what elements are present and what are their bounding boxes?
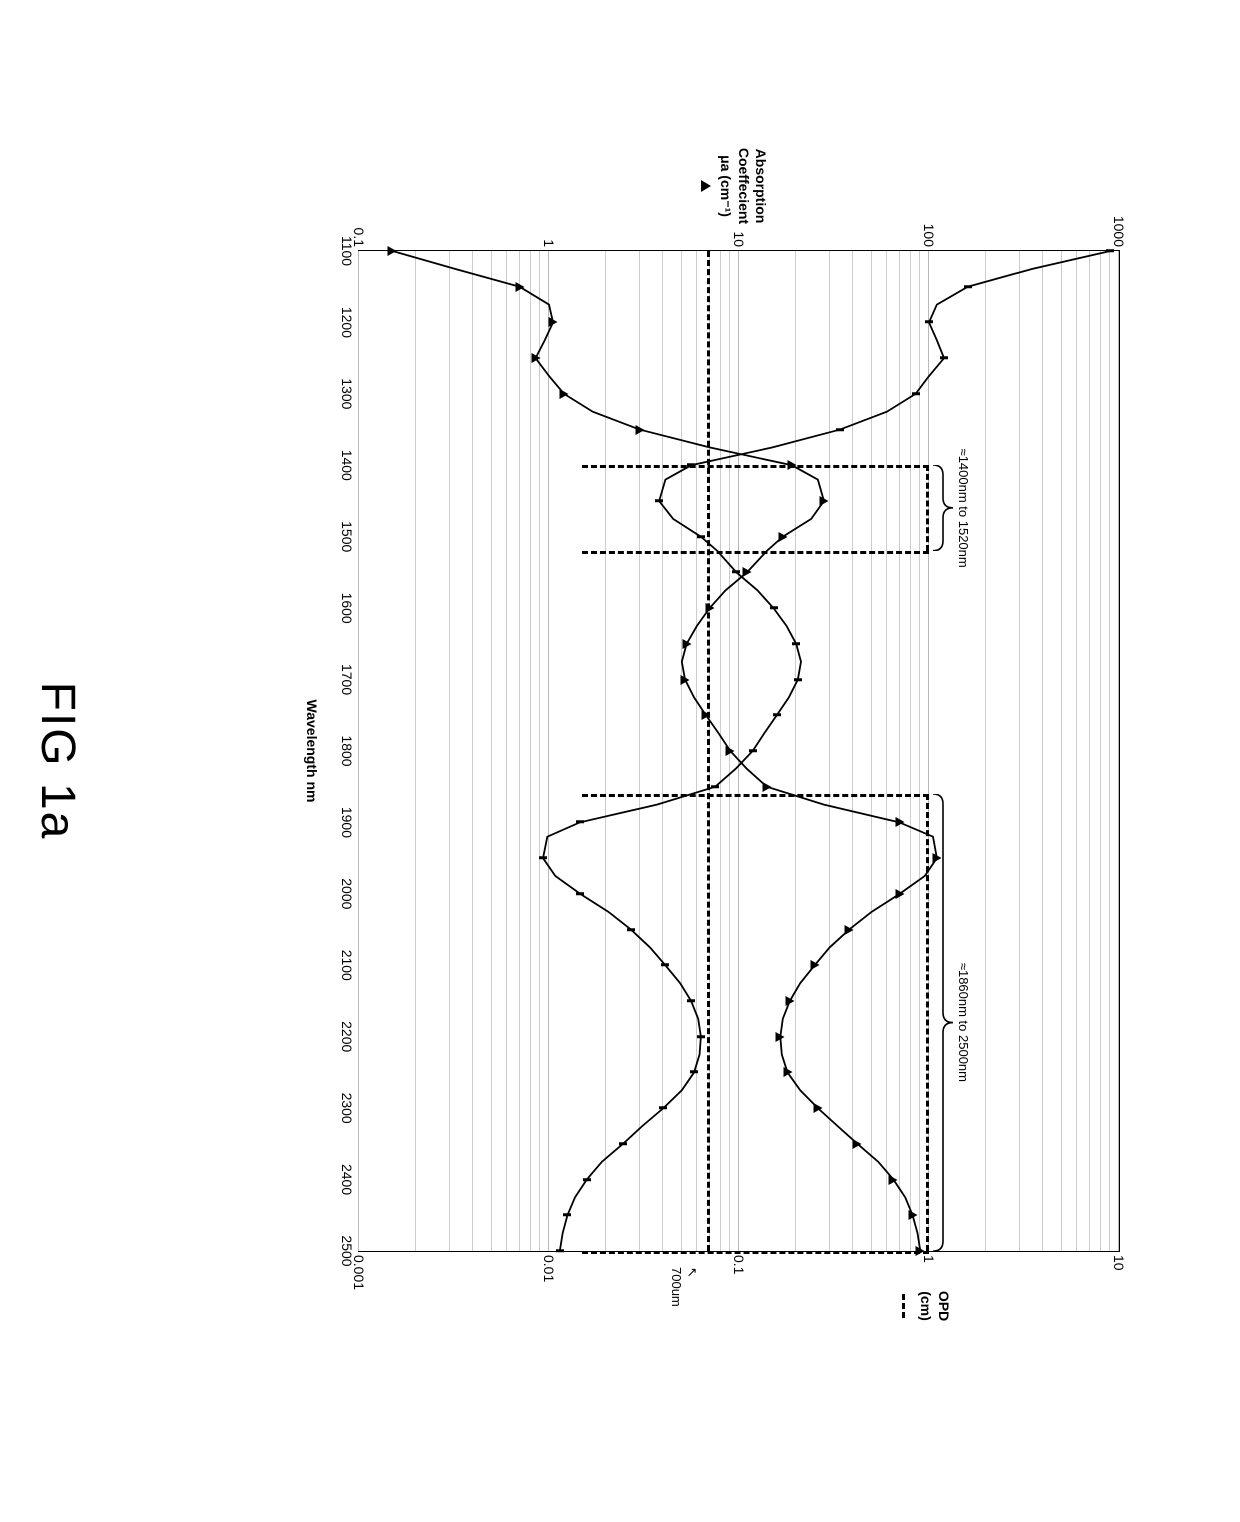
chart-frame: ↖ 700um ≈1400nm to 1520nm ≈1860nm to 2500n… xyxy=(260,130,1160,1350)
triangle-icon xyxy=(701,180,711,192)
absorption-marker xyxy=(819,496,828,506)
absorption-marker xyxy=(853,1139,862,1149)
range-vline xyxy=(582,551,929,554)
absorption-marker xyxy=(889,1175,898,1185)
range-top xyxy=(926,794,929,1251)
opd-marker xyxy=(770,607,778,610)
y-right-tick: 0.01 xyxy=(541,1251,557,1282)
opd-marker xyxy=(794,678,802,681)
ref-line-700um xyxy=(707,251,710,1251)
figure-title: FIG 1a xyxy=(30,682,85,841)
opd-marker xyxy=(773,714,781,717)
x-tick: 2200 xyxy=(339,1021,359,1052)
opd-marker xyxy=(661,964,669,967)
absorption-marker xyxy=(742,567,751,577)
x-tick: 2400 xyxy=(339,1164,359,1195)
absorption-marker xyxy=(549,317,558,327)
x-tick: 2000 xyxy=(339,878,359,909)
y-left-tick: 100 xyxy=(921,224,937,251)
absorption-marker xyxy=(531,353,540,363)
opd-line xyxy=(543,251,1110,1251)
range-label: ≈1860nm to 2500nm xyxy=(956,963,971,1082)
opd-marker xyxy=(964,285,972,288)
x-tick: 2100 xyxy=(339,950,359,981)
absorption-marker xyxy=(778,532,787,542)
y-right-tick: 0.1 xyxy=(731,1251,747,1274)
absorption-marker xyxy=(895,817,904,827)
opd-marker xyxy=(687,1000,695,1003)
absorption-marker xyxy=(783,1067,792,1077)
absorption-marker xyxy=(726,746,735,756)
absorption-marker xyxy=(785,996,794,1006)
opd-marker xyxy=(697,535,705,538)
x-tick: 1700 xyxy=(339,664,359,695)
y-right-tick: 10 xyxy=(1111,1251,1127,1271)
opd-marker xyxy=(659,1107,667,1110)
absorption-marker xyxy=(515,282,524,292)
x-tick: 1400 xyxy=(339,450,359,481)
x-tick: 1900 xyxy=(339,807,359,838)
series-svg xyxy=(359,251,1119,1251)
range-vline xyxy=(582,465,929,468)
opd-marker xyxy=(697,1035,705,1038)
absorption-marker xyxy=(813,1103,822,1113)
opd-marker xyxy=(655,500,663,503)
absorption-marker xyxy=(895,889,904,899)
opd-marker xyxy=(627,928,635,931)
y-left-axis-label: Absorption Coeffecient μa (cm⁻¹) xyxy=(696,131,769,241)
x-tick: 1300 xyxy=(339,378,359,409)
x-axis-label: Wavelength nm xyxy=(304,700,320,803)
absorption-marker xyxy=(845,925,854,935)
x-tick: 1500 xyxy=(339,521,359,552)
absorption-marker xyxy=(762,782,771,792)
y-left-tick: 1 xyxy=(541,239,557,251)
x-tick: 1600 xyxy=(339,593,359,624)
opd-marker xyxy=(619,1143,627,1146)
x-tick: 1200 xyxy=(339,307,359,338)
range-label: ≈1400nm to 1520nm xyxy=(956,449,971,568)
absorption-marker xyxy=(682,639,691,649)
y-left-tick: 1000 xyxy=(1111,216,1127,251)
opd-marker xyxy=(563,1214,571,1217)
opd-marker xyxy=(583,1178,591,1181)
bracket-icon xyxy=(931,794,953,1251)
absorption-marker xyxy=(908,1210,917,1220)
opd-marker xyxy=(711,785,719,788)
opd-marker xyxy=(836,428,844,431)
x-tick: 2300 xyxy=(339,1093,359,1124)
absorption-line xyxy=(392,251,936,1251)
x-tick: 2500 xyxy=(339,1235,359,1266)
range-top xyxy=(926,465,929,551)
absorption-marker xyxy=(388,246,397,256)
plot-area: ↖ 700um≈1400nm to 1520nm≈1860nm to 2500n… xyxy=(358,250,1120,1252)
y-right-axis-label: OPD (cm) xyxy=(899,1261,952,1351)
ref-label-700um: ↖ 700um xyxy=(669,1267,700,1307)
opd-marker xyxy=(792,643,800,646)
opd-marker xyxy=(576,893,584,896)
range-vline xyxy=(582,1251,929,1254)
absorption-marker xyxy=(560,389,569,399)
dash-icon xyxy=(902,1294,905,1318)
bracket-icon xyxy=(931,465,953,551)
x-tick: 1800 xyxy=(339,735,359,766)
x-tick: 1100 xyxy=(339,236,359,266)
opd-marker xyxy=(912,393,920,396)
absorption-marker xyxy=(635,425,644,435)
opd-marker xyxy=(556,1250,564,1253)
range-vline xyxy=(582,794,929,797)
absorption-marker xyxy=(776,1032,785,1042)
opd-marker xyxy=(539,857,547,860)
opd-marker xyxy=(940,357,948,360)
absorption-marker xyxy=(681,675,690,685)
opd-marker xyxy=(749,750,757,753)
absorption-marker xyxy=(810,960,819,970)
